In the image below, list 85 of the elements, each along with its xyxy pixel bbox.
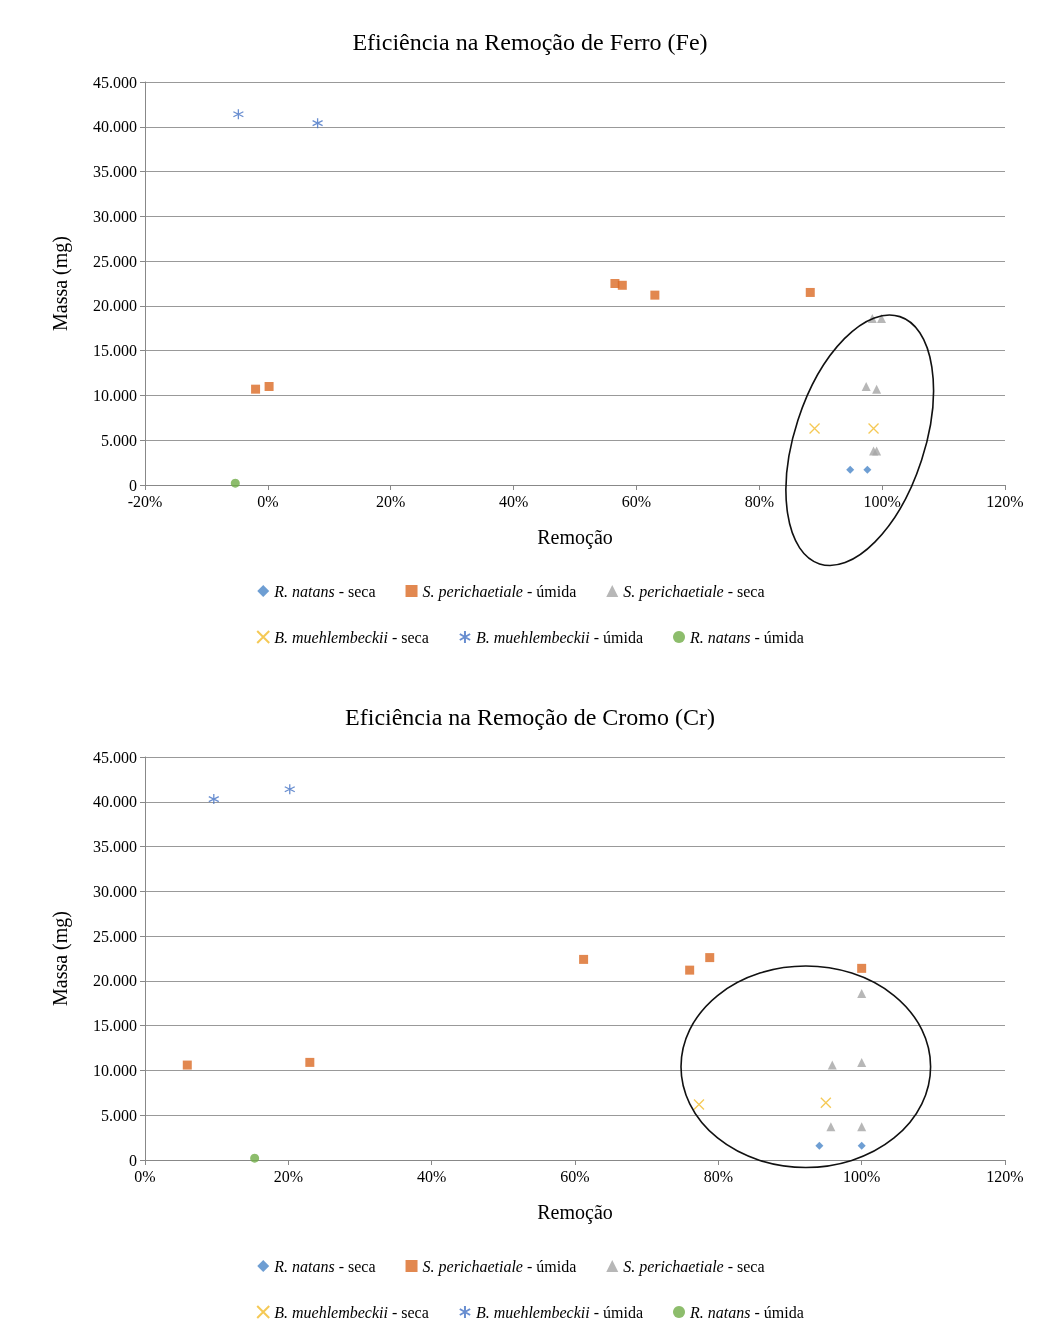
point (867, 422, 880, 435)
y-tick-label: 15.000 (93, 342, 137, 360)
point (846, 465, 855, 474)
x-tick-label: 20% (273, 1167, 303, 1185)
legend-label: B. muehlembeckii - seca (274, 1303, 429, 1321)
point (693, 1098, 705, 1111)
legend-label: R. natans - úmida (689, 1303, 804, 1321)
x-tick-label: 40% (498, 492, 529, 510)
point (808, 422, 821, 435)
x-tick-label: 60% (560, 1167, 590, 1185)
y-tick-label: 35.000 (93, 163, 137, 181)
x-tick-label: 80% (703, 1167, 733, 1185)
y-tick-label: 20.000 (93, 972, 137, 990)
legend-label: S. perichaetiale - úmida (422, 582, 577, 601)
y-tick-label: 45.000 (93, 73, 137, 91)
x-tick-label: 40% (417, 1167, 447, 1185)
y-tick-label: 40.000 (93, 793, 137, 811)
chart-title: Eficiência na Remoção de Ferro (Fe) (352, 29, 708, 55)
legend-label: S. perichaetiale - seca (623, 582, 765, 601)
point (579, 954, 589, 964)
y-tick-label: 30.000 (93, 207, 137, 225)
point (857, 1141, 866, 1150)
point (232, 108, 245, 120)
y-tick-label: 5.000 (101, 431, 137, 449)
point (857, 988, 867, 998)
point (820, 1097, 832, 1109)
legend-label: R. natans - seca (273, 582, 376, 600)
x-tick-label: 100% (843, 1167, 881, 1185)
point (617, 280, 627, 290)
x-axis-title: Remoção (537, 526, 613, 549)
y-tick-label: 35.000 (93, 838, 137, 856)
x-tick-label: 120% (986, 492, 1024, 510)
y-tick-label: 15.000 (93, 1017, 137, 1035)
point (264, 381, 274, 391)
point (250, 1153, 260, 1163)
y-tick-label: 10.000 (93, 1061, 137, 1079)
y-tick-label: 0 (129, 476, 137, 494)
y-tick-label: 25.000 (93, 252, 137, 270)
point (650, 290, 660, 300)
x-tick-label: 0% (134, 1167, 156, 1185)
x-tick-label: 100% (863, 492, 901, 510)
point (857, 963, 867, 973)
point (863, 465, 872, 474)
legend-label: B. muehlembeckii - seca (274, 628, 429, 646)
point (305, 1057, 315, 1067)
chart-title: Eficiência na Remoção de Cromo (Cr) (345, 704, 715, 730)
x-axis-title: Remoção (537, 1201, 613, 1224)
x-tick-label: -20% (127, 492, 163, 510)
point (861, 381, 871, 391)
y-tick-label: 45.000 (93, 748, 137, 766)
point (311, 117, 324, 129)
point (182, 1060, 192, 1070)
point (251, 384, 261, 394)
legend-label: B. muehlembeckii - úmida (475, 1303, 644, 1321)
legend-label: R. natans - úmida (689, 628, 804, 646)
point (610, 279, 620, 288)
y-axis-title: Massa (mg) (49, 911, 72, 1006)
point (872, 384, 882, 394)
legend-label: B. muehlembeckii - úmida (475, 628, 644, 646)
y-tick-label: 25.000 (93, 927, 137, 945)
x-tick-label: 120% (986, 1167, 1024, 1185)
y-axis-title: Massa (mg) (49, 236, 72, 331)
x-tick-label: 0% (257, 492, 279, 510)
point (208, 793, 220, 805)
x-tick-label: 60% (621, 492, 652, 510)
point (230, 478, 240, 488)
point (815, 1141, 824, 1150)
y-tick-label: 5.000 (101, 1106, 137, 1124)
point (857, 1057, 867, 1067)
point (284, 783, 296, 795)
y-tick-label: 30.000 (93, 882, 137, 900)
y-tick-label: 40.000 (93, 118, 137, 136)
legend-label: R. natans - seca (273, 1257, 376, 1275)
point (705, 953, 715, 963)
legend-label: S. perichaetiale - úmida (422, 1257, 577, 1276)
x-tick-label: 80% (744, 492, 774, 510)
y-tick-label: 0 (129, 1151, 137, 1169)
point (877, 313, 887, 323)
point (827, 1060, 837, 1070)
y-tick-label: 20.000 (93, 297, 137, 315)
point (685, 965, 695, 975)
y-tick-label: 10.000 (93, 386, 137, 404)
x-tick-label: 20% (376, 492, 406, 510)
point (805, 287, 815, 297)
legend-label: S. perichaetiale - seca (623, 1257, 765, 1276)
